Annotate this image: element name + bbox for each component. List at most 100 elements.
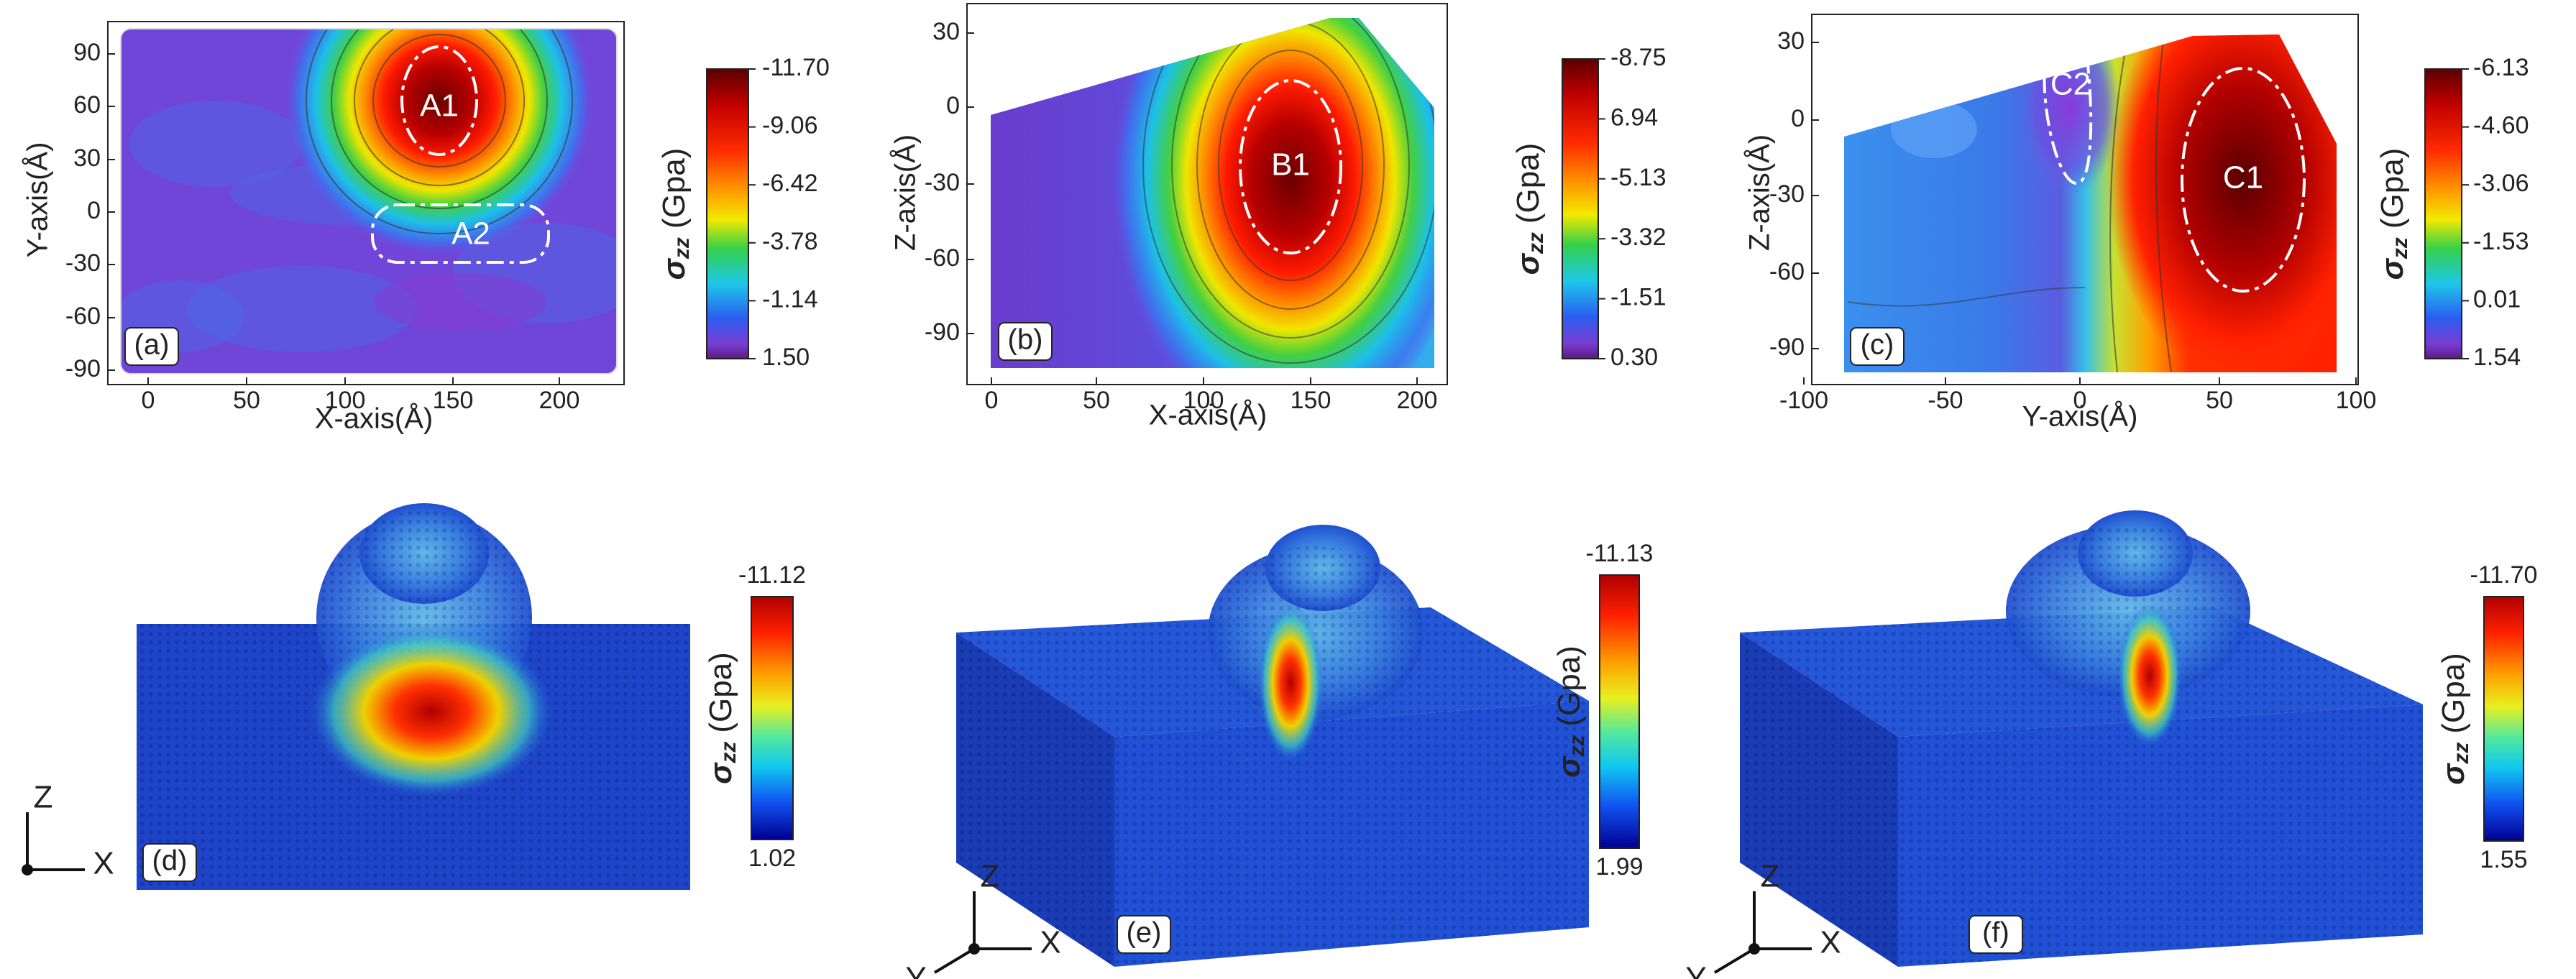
colorbar-tick-label: 1.99 bbox=[1595, 853, 1643, 881]
panel-label: (c) bbox=[1861, 329, 1894, 361]
colorbar-title: σzz (Gpa) bbox=[2375, 148, 2412, 280]
block-texture bbox=[1740, 633, 1898, 967]
region-label: B1 bbox=[1271, 147, 1310, 183]
y-tick-label: 0 bbox=[1791, 105, 1805, 132]
plot-frame bbox=[966, 3, 1448, 385]
triad-label: Z bbox=[1761, 859, 1780, 894]
colorbar-tick-label: -6.42 bbox=[762, 170, 818, 197]
stress-hotspot bbox=[2117, 604, 2182, 748]
triad-label: X bbox=[1040, 925, 1060, 960]
x-tick-label: 150 bbox=[1291, 387, 1331, 414]
region-label: C1 bbox=[2223, 160, 2263, 196]
x-tick-label: 0 bbox=[985, 387, 999, 414]
x-tick-label: 150 bbox=[433, 387, 474, 414]
x-tick-label: 100 bbox=[1183, 387, 1224, 414]
colorbar bbox=[1599, 574, 1640, 849]
y-tick-label: 30 bbox=[932, 18, 960, 45]
region-label: C2 bbox=[2050, 67, 2091, 102]
y-tick-label: -90 bbox=[1769, 334, 1805, 361]
colorbar-subscript: zz bbox=[2449, 743, 2473, 765]
map-patch bbox=[187, 266, 417, 352]
plot-frame bbox=[107, 21, 625, 385]
x-tick-label: 100 bbox=[325, 387, 366, 414]
triad-label: Y bbox=[1685, 960, 1706, 979]
x-tick-label: 100 bbox=[2336, 387, 2377, 414]
contour-map bbox=[121, 29, 617, 374]
stress-field bbox=[2020, 35, 2121, 194]
contour-line bbox=[372, 34, 506, 167]
contour-line bbox=[331, 29, 548, 209]
colorbar-title: σzz (Gpa) bbox=[1551, 645, 1589, 778]
y-tick-label: -60 bbox=[65, 303, 101, 330]
colorbar-symbol: σ bbox=[2436, 763, 2471, 785]
colorbar-unit: (Gpa) bbox=[2375, 148, 2410, 229]
colorbar-tick-label: -11.12 bbox=[738, 561, 806, 589]
colorbar bbox=[2483, 596, 2524, 842]
x-axis-title: X-axis(Å) bbox=[1149, 399, 1267, 431]
colorbar bbox=[2424, 68, 2462, 359]
contour-line bbox=[2155, 35, 2172, 372]
triad-label: X bbox=[93, 846, 114, 881]
plot-frame bbox=[120, 28, 618, 374]
y-axis-title: Y-axis(Å) bbox=[22, 142, 54, 258]
colorbar-symbol: σ bbox=[1551, 755, 1587, 778]
contour-line bbox=[2109, 35, 2129, 372]
x-tick-label: 50 bbox=[233, 387, 260, 414]
triad-label: Z bbox=[34, 780, 53, 815]
colorbar-unit: (Gpa) bbox=[703, 652, 738, 732]
colorbar-tick-label: 1.55 bbox=[2480, 846, 2527, 873]
map-patch bbox=[374, 273, 546, 331]
region-outline bbox=[400, 45, 478, 156]
block-texture bbox=[1114, 701, 1589, 967]
colorbar-subscript: zz bbox=[2388, 237, 2412, 259]
colorbar-symbol: σ bbox=[2375, 257, 2410, 280]
colorbar-tick-label: -5.13 bbox=[1610, 164, 1667, 191]
panel-label-box bbox=[142, 843, 197, 882]
region-outline bbox=[2181, 67, 2306, 293]
region-outline bbox=[2043, 42, 2093, 185]
colorbar-tick-label: -1.53 bbox=[2473, 228, 2529, 255]
stress-hotspot bbox=[1258, 604, 1323, 762]
colorbar-subscript: zz bbox=[1524, 232, 1548, 254]
colorbar-unit: (Gpa) bbox=[2436, 653, 2471, 733]
region-label: A2 bbox=[452, 216, 490, 252]
panel-label: (b) bbox=[1008, 324, 1043, 356]
region-label: A1 bbox=[420, 88, 459, 124]
colorbar-unit: (Gpa) bbox=[656, 148, 692, 229]
y-axis-title: Z-axis(Å) bbox=[889, 134, 922, 251]
panel-label: (d) bbox=[152, 845, 188, 877]
colorbar-title: σzz (Gpa) bbox=[703, 652, 741, 784]
colorbar-tick-label: -1.14 bbox=[762, 285, 818, 313]
y-tick-label: 0 bbox=[87, 197, 101, 224]
y-axis-title: Z-axis(Å) bbox=[1743, 134, 1776, 251]
y-tick-label: 0 bbox=[946, 92, 960, 119]
colorbar-tick-label: -3.06 bbox=[2473, 170, 2529, 197]
colorbar-title: σzz (Gpa) bbox=[1511, 143, 1548, 275]
colorbar-tick-label: 6.94 bbox=[1610, 104, 1658, 131]
contour-map bbox=[991, 18, 1434, 368]
colorbar-symbol: σ bbox=[656, 257, 692, 280]
x-axis-title: Y-axis(Å) bbox=[2022, 400, 2138, 433]
colorbar-tick-label: -9.06 bbox=[762, 112, 818, 139]
contour-line bbox=[1218, 50, 1363, 281]
colorbar-tick-label: 1.54 bbox=[2473, 344, 2521, 371]
y-tick-label: -30 bbox=[1769, 180, 1805, 208]
colorbar-tick-label: 1.02 bbox=[748, 845, 796, 872]
colorbar-tick-label: -8.75 bbox=[1610, 44, 1667, 71]
panel-label-box bbox=[998, 322, 1053, 361]
y-tick-label: -30 bbox=[65, 249, 101, 277]
colorbar-symbol: σ bbox=[703, 762, 738, 784]
triad-arrow bbox=[1713, 947, 1756, 974]
x-tick-label: 50 bbox=[1083, 387, 1110, 414]
x-tick-label: 0 bbox=[2073, 387, 2087, 414]
panel-label-box bbox=[1968, 915, 2023, 954]
y-tick-label: 30 bbox=[73, 144, 101, 172]
x-tick-label: 200 bbox=[1397, 387, 1438, 414]
colorbar-title: σzz (Gpa) bbox=[2436, 653, 2473, 785]
panel-label-box bbox=[1117, 915, 1171, 954]
panel-label-box bbox=[1850, 327, 1905, 366]
colorbar-tick-label: 0.01 bbox=[2473, 285, 2521, 313]
y-tick-label: 30 bbox=[1777, 27, 1805, 55]
colorbar-subscript: zz bbox=[670, 237, 694, 259]
